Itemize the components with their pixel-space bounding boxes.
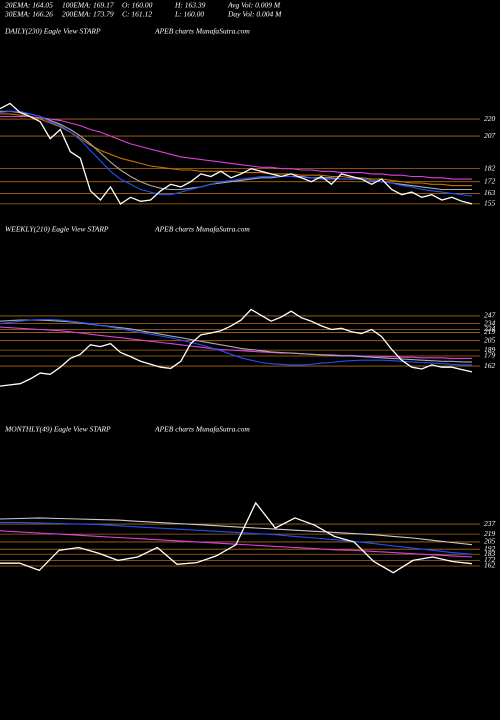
y-tick-label: 234 [484, 318, 496, 327]
y-tick-label: 219 [484, 327, 496, 336]
price-line [0, 113, 472, 187]
header-stat: Avg Vol: 0.009 M [227, 1, 281, 10]
y-tick-label: 207 [484, 131, 496, 140]
price-line [0, 517, 473, 546]
header-stat: 200EMA: 173.79 [62, 10, 114, 19]
price-line [0, 521, 473, 555]
panel-subtitle: APEB charts MunafaSutra.com [154, 225, 250, 234]
y-tick-label: 179 [484, 351, 496, 360]
header-stat: O: 160.00 [122, 1, 153, 10]
y-tick-label: 182 [484, 163, 496, 172]
y-tick-label: 220 [484, 114, 496, 123]
header-stat: 100EMA: 169.17 [62, 1, 114, 10]
price-line [0, 318, 472, 366]
price-line [0, 319, 472, 363]
y-tick-label: 162 [484, 561, 496, 570]
header-stat: Day Vol: 0.004 M [227, 10, 282, 19]
panel-title: WEEKLY(210) Eagle View STARP [5, 225, 109, 234]
y-tick-label: 189 [484, 345, 496, 354]
header-stat: H: 163.39 [174, 1, 206, 10]
y-tick-label: 237 [484, 519, 496, 528]
y-tick-label: 205 [484, 335, 496, 344]
y-tick-label: 163 [484, 188, 496, 197]
price-line [0, 115, 472, 180]
price-line [0, 102, 473, 205]
y-tick-label: 172 [484, 176, 496, 185]
panel-subtitle: APEB charts MunafaSutra.com [154, 27, 250, 36]
price-line [0, 326, 472, 359]
price-line [0, 501, 473, 574]
y-tick-label: 247 [484, 311, 496, 320]
y-tick-label: 172 [484, 555, 496, 564]
panel-subtitle: APEB charts MunafaSutra.com [154, 425, 250, 434]
header-stat: C: 161.12 [122, 10, 152, 19]
price-line [0, 110, 473, 197]
y-tick-label: 205 [484, 537, 496, 546]
y-tick-label: 155 [484, 199, 496, 208]
panel-title: MONTHLY(49) Eagle View STARP [4, 425, 111, 434]
y-tick-label: 183 [484, 549, 496, 558]
header-stat: L: 160.00 [174, 10, 204, 19]
y-tick-label: 192 [484, 544, 496, 553]
panel-title: DAILY(230) Eagle View STARP [4, 27, 101, 36]
y-tick-label: 162 [484, 361, 496, 370]
price-line [0, 308, 473, 387]
y-tick-label: 224 [484, 324, 496, 333]
y-tick-label: 219 [484, 529, 496, 538]
header-stat: 30EMA: 166.26 [4, 10, 53, 19]
header-stat: 20EMA: 164.05 [5, 1, 53, 10]
